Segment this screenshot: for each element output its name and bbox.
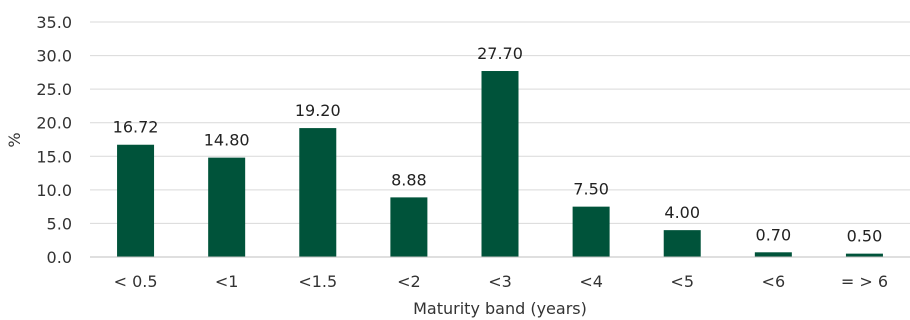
- data-labels: 16.72 14.80 19.20 8.88 27.70 7.50 4.00 0.70 0.50: [113, 44, 883, 246]
- bars: [117, 71, 883, 257]
- bar: [572, 206, 610, 257]
- x-tick-label: <2: [397, 272, 421, 291]
- y-tick-label: 0.0: [47, 248, 72, 267]
- bar: [390, 197, 428, 257]
- y-tick-label: 35.0: [36, 13, 72, 32]
- data-label: 14.80: [204, 131, 250, 150]
- y-tick-label: 30.0: [36, 47, 72, 66]
- x-axis-title: Maturity band (years): [413, 299, 587, 318]
- x-tick-label: <6: [762, 272, 786, 291]
- y-axis-ticks: 0.0 5.0 10.0 15.0 20.0 25.0 30.0 35.0: [36, 13, 72, 267]
- x-tick-label: <4: [579, 272, 603, 291]
- x-tick-label: <5: [670, 272, 694, 291]
- y-tick-label: 10.0: [36, 181, 72, 200]
- data-label: 27.70: [477, 44, 523, 63]
- data-label: 19.20: [295, 101, 341, 120]
- data-label: 0.70: [756, 225, 792, 244]
- x-tick-label: <3: [488, 272, 512, 291]
- y-tick-label: 15.0: [36, 147, 72, 166]
- data-label: 0.50: [847, 227, 883, 246]
- y-tick-label: 25.0: [36, 80, 72, 99]
- y-tick-label: 5.0: [47, 214, 72, 233]
- x-tick-label: <1.5: [298, 272, 337, 291]
- data-label: 16.72: [113, 118, 159, 137]
- x-axis-ticks: < 0.5 <1 <1.5 <2 <3 <4 <5 <6 = > 6: [114, 272, 888, 291]
- data-label: 8.88: [391, 170, 427, 189]
- x-tick-label: <1: [215, 272, 239, 291]
- x-tick-label: < 0.5: [114, 272, 158, 291]
- data-label: 7.50: [573, 180, 609, 199]
- y-tick-label: 20.0: [36, 114, 72, 133]
- bar: [117, 144, 155, 257]
- bar: [481, 71, 519, 257]
- bar: [754, 252, 792, 257]
- bar: [299, 128, 337, 257]
- bar: [208, 157, 246, 257]
- bar: [845, 253, 883, 257]
- bar: [663, 230, 701, 257]
- x-tick-label: = > 6: [841, 272, 888, 291]
- y-axis-title: %: [5, 132, 24, 147]
- data-label: 4.00: [664, 203, 700, 222]
